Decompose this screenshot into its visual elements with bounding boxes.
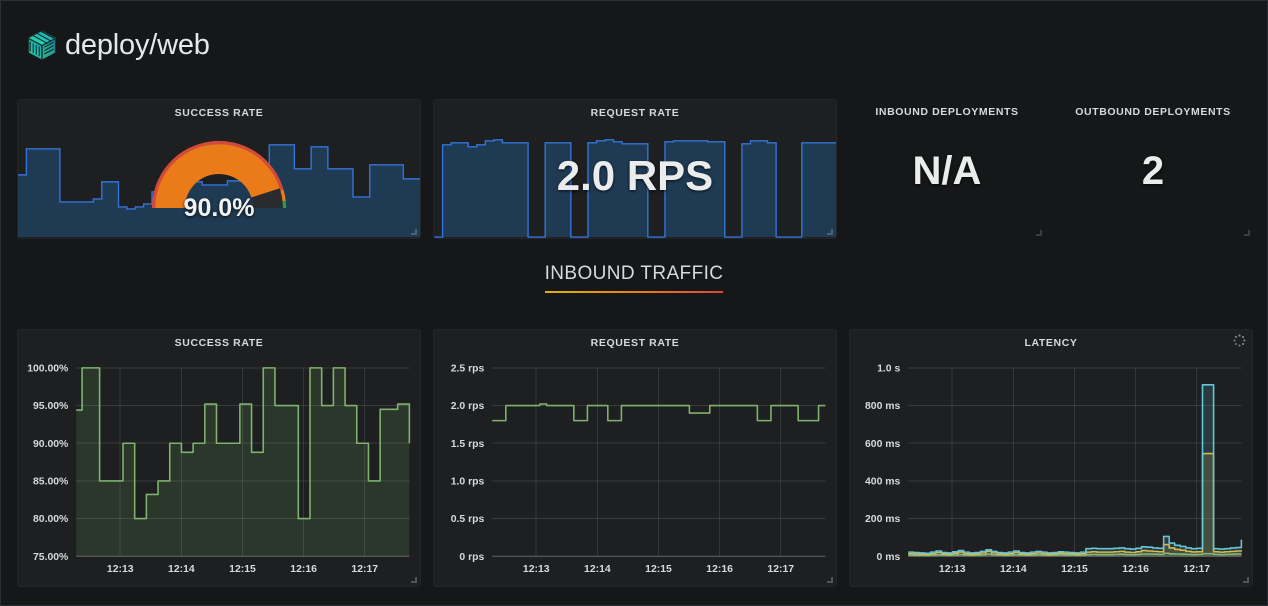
- panel-resize-handle[interactable]: [825, 575, 834, 584]
- loading-spinner-icon: [1233, 334, 1246, 347]
- panel-title: LATENCY: [1024, 337, 1078, 349]
- page-title: deploy/web: [65, 28, 210, 61]
- linkerd-logo-icon: [28, 30, 56, 60]
- graph-plot-latency: 0 ms 200 ms 400 ms 600 ms 800 ms 1.0 s 12:13 12…: [850, 354, 1252, 586]
- panel-resize-handle[interactable]: [409, 227, 418, 236]
- svg-text:0.5 rps: 0.5 rps: [451, 514, 485, 525]
- panel-title: REQUEST RATE: [590, 107, 680, 119]
- svg-text:2.0 rps: 2.0 rps: [451, 401, 485, 412]
- svg-text:400 ms: 400 ms: [865, 476, 901, 487]
- svg-text:12:15: 12:15: [645, 564, 672, 575]
- panel-resize-handle[interactable]: [1242, 228, 1251, 237]
- panel-title: SUCCESS RATE: [174, 107, 264, 119]
- svg-text:100.00%: 100.00%: [27, 363, 68, 374]
- panel-title: INBOUND DEPLOYMENTS: [875, 106, 1019, 118]
- svg-text:200 ms: 200 ms: [865, 514, 901, 525]
- svg-text:600 ms: 600 ms: [865, 439, 901, 450]
- row-header-inbound-traffic[interactable]: INBOUND TRAFFIC: [1, 263, 1267, 293]
- svg-text:12:17: 12:17: [1183, 564, 1210, 575]
- svg-text:12:16: 12:16: [290, 564, 317, 575]
- svg-text:80.00%: 80.00%: [33, 514, 68, 525]
- graph-plot-request-rate: 0 rps 0.5 rps 1.0 rps 1.5 rps 2.0 rps 2.5 rps…: [434, 354, 836, 586]
- svg-text:1.0 s: 1.0 s: [877, 363, 900, 374]
- svg-text:12:16: 12:16: [1122, 564, 1149, 575]
- svg-text:85.00%: 85.00%: [33, 476, 68, 487]
- sparkline-success-rate: [18, 124, 420, 238]
- dashboard-header: deploy/web: [1, 1, 1267, 89]
- panel-success-rate-stat[interactable]: SUCCESS RATE 90.0%: [17, 99, 421, 239]
- svg-text:1.0 rps: 1.0 rps: [451, 476, 485, 487]
- svg-text:12:13: 12:13: [939, 564, 966, 575]
- gauge-value: 90.0%: [183, 194, 255, 222]
- panel-title: SUCCESS RATE: [174, 337, 264, 349]
- panel-success-rate-graph[interactable]: SUCCESS RATE 75.00% 80.00% 85.00% 90.00% 95.…: [17, 329, 421, 587]
- svg-text:0 rps: 0 rps: [459, 552, 484, 563]
- svg-text:12:17: 12:17: [351, 564, 378, 575]
- svg-text:12:14: 12:14: [1000, 564, 1027, 575]
- panel-request-rate-stat[interactable]: REQUEST RATE 2.0 RPS: [433, 99, 837, 239]
- svg-text:12:16: 12:16: [706, 564, 733, 575]
- svg-text:2.5 rps: 2.5 rps: [451, 363, 485, 374]
- svg-text:12:13: 12:13: [523, 564, 550, 575]
- svg-text:0 ms: 0 ms: [877, 552, 901, 563]
- svg-text:95.00%: 95.00%: [33, 401, 68, 412]
- panel-resize-handle[interactable]: [1241, 575, 1250, 584]
- svg-text:90.00%: 90.00%: [33, 439, 68, 450]
- panel-title: OUTBOUND DEPLOYMENTS: [1075, 106, 1231, 118]
- svg-text:12:13: 12:13: [107, 564, 134, 575]
- svg-text:12:15: 12:15: [229, 564, 256, 575]
- panel-inbound-deployments[interactable]: INBOUND DEPLOYMENTS N/A: [849, 99, 1045, 239]
- gauge-arc: [151, 140, 287, 209]
- stat-value-outbound-deployments: 2: [1141, 149, 1165, 193]
- panel-resize-handle[interactable]: [825, 227, 834, 236]
- svg-text:12:14: 12:14: [584, 564, 611, 575]
- graph-plot-success-rate: 75.00% 80.00% 85.00% 90.00% 95.00% 100.00% 12:…: [18, 354, 420, 586]
- panel-resize-handle[interactable]: [1034, 228, 1043, 237]
- stat-value-request-rate: 2.0 RPS: [556, 152, 714, 199]
- panel-resize-handle[interactable]: [409, 575, 418, 584]
- panel-title: REQUEST RATE: [590, 337, 680, 349]
- row-header-label: INBOUND TRAFFIC: [544, 263, 724, 293]
- svg-text:75.00%: 75.00%: [33, 552, 68, 563]
- svg-text:12:17: 12:17: [767, 564, 794, 575]
- svg-text:12:14: 12:14: [168, 564, 195, 575]
- panel-outbound-deployments[interactable]: OUTBOUND DEPLOYMENTS 2: [1053, 99, 1253, 239]
- svg-text:1.5 rps: 1.5 rps: [451, 439, 485, 450]
- svg-text:800 ms: 800 ms: [865, 401, 901, 412]
- sparkline-request-rate: [434, 124, 836, 238]
- panel-request-rate-graph[interactable]: REQUEST RATE 0 rps 0.5 rps 1.0 rps 1.5 rps 2…: [433, 329, 837, 587]
- svg-text:12:15: 12:15: [1061, 564, 1088, 575]
- panel-latency-graph[interactable]: LATENCY 0 ms 200 ms 400 ms 600 ms 800 ms 1.0 …: [849, 329, 1253, 587]
- stat-value-inbound-deployments: N/A: [912, 149, 982, 193]
